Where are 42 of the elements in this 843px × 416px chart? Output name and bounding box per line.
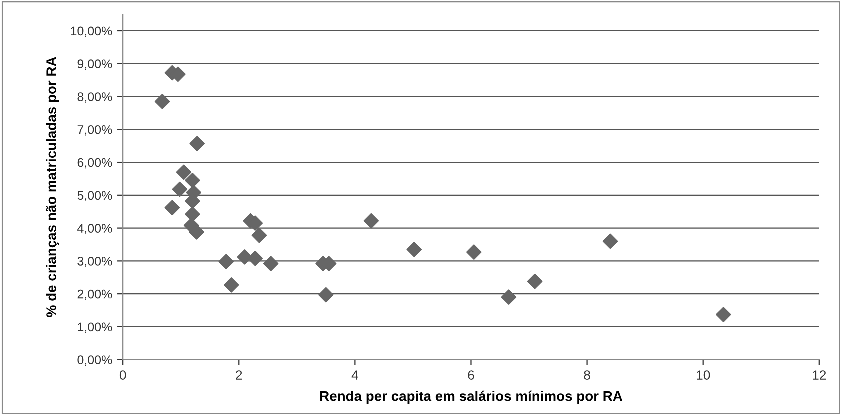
y-tick-label: 9,00% bbox=[78, 60, 112, 70]
point bbox=[185, 206, 200, 222]
x-tick-label: 8 bbox=[584, 370, 590, 380]
point bbox=[218, 254, 234, 270]
point bbox=[527, 274, 543, 290]
point bbox=[176, 164, 192, 180]
point bbox=[154, 94, 170, 110]
x-tick-label: 12 bbox=[813, 370, 826, 380]
point bbox=[185, 172, 200, 188]
point bbox=[172, 182, 188, 198]
point bbox=[189, 224, 204, 240]
y-tick-label: 5,00% bbox=[78, 191, 112, 202]
x-tick-label: 6 bbox=[468, 370, 474, 380]
x-tick-label: 4 bbox=[352, 370, 358, 380]
point bbox=[263, 256, 279, 272]
y-axis-title: % de crianças não matriculadas por RA bbox=[46, 57, 60, 318]
point bbox=[501, 290, 517, 305]
y-tick-label: 8,00% bbox=[78, 92, 112, 103]
y-tick-label: 10,00% bbox=[71, 26, 112, 38]
point bbox=[406, 242, 422, 258]
point bbox=[602, 234, 618, 250]
point bbox=[248, 250, 264, 266]
y-tick-label: 3,00% bbox=[78, 256, 112, 268]
point bbox=[224, 278, 240, 293]
x-tick-label: 0 bbox=[120, 370, 126, 380]
point bbox=[164, 200, 180, 216]
y-tick-label: 1,00% bbox=[78, 322, 112, 334]
point bbox=[716, 307, 732, 322]
point bbox=[318, 287, 334, 303]
y-tick-label: 2,00% bbox=[78, 290, 112, 300]
y-tick-label: 6,00% bbox=[78, 158, 112, 169]
x-tick-label: 10 bbox=[697, 370, 710, 380]
x-axis-title: Renda per capita em salários mínimos por RA bbox=[320, 390, 623, 404]
point bbox=[466, 244, 482, 260]
point bbox=[252, 228, 268, 244]
y-tick-label: 7,00% bbox=[78, 125, 112, 136]
point bbox=[190, 136, 205, 152]
y-tick-label: 4,00% bbox=[78, 224, 112, 234]
point bbox=[237, 250, 253, 265]
x-tick-label: 2 bbox=[236, 370, 242, 380]
y-tick-label: 0,00% bbox=[78, 356, 112, 366]
point bbox=[364, 213, 380, 229]
